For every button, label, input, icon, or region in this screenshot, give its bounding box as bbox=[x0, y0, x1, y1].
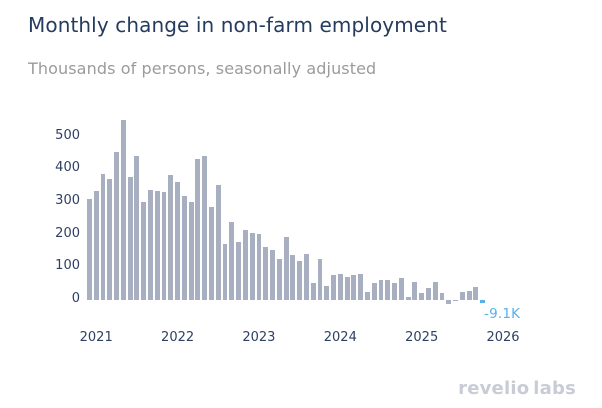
bar-2022-12[interactable] bbox=[249, 232, 255, 300]
bar-2022-04[interactable] bbox=[195, 159, 201, 300]
x-axis-tick-2026: 2026 bbox=[486, 330, 520, 345]
bar-2025-03[interactable] bbox=[432, 281, 438, 300]
bar-2025-08[interactable] bbox=[466, 290, 472, 300]
bar-2025-07[interactable] bbox=[459, 291, 465, 300]
bar-2021-09[interactable] bbox=[148, 189, 153, 300]
bar-2022-07[interactable] bbox=[215, 184, 221, 300]
bar-2021-03[interactable] bbox=[107, 179, 113, 300]
bar-2024-03[interactable] bbox=[351, 274, 357, 300]
x-axis-tick-2021: 2021 bbox=[79, 330, 113, 345]
chart-subtitle: Thousands of persons, seasonally adjuste… bbox=[28, 59, 377, 78]
bar-2024-01[interactable] bbox=[337, 273, 343, 300]
bar-2023-06[interactable] bbox=[290, 255, 296, 300]
last-bar-value-annotation: -9.1K bbox=[484, 306, 521, 322]
bar-2023-08[interactable] bbox=[303, 254, 309, 300]
bar-2024-10[interactable] bbox=[398, 277, 404, 300]
x-axis-tick-2023: 2023 bbox=[242, 330, 276, 345]
bar-2020-12[interactable] bbox=[87, 198, 92, 300]
bar-2022-06[interactable] bbox=[209, 207, 214, 300]
bar-2025-10[interactable] bbox=[480, 300, 486, 303]
y-axis-tick-400: 400 bbox=[55, 160, 80, 176]
bar-2021-11[interactable] bbox=[161, 192, 167, 300]
bar-2022-01[interactable] bbox=[175, 181, 181, 300]
bar-2022-05[interactable] bbox=[202, 156, 208, 300]
y-axis-tick-200: 200 bbox=[55, 225, 80, 241]
bar-2021-08[interactable] bbox=[141, 201, 147, 300]
bar-2024-08[interactable] bbox=[385, 280, 391, 300]
logo-word-revelio: revelio bbox=[458, 378, 530, 399]
bar-2023-09[interactable] bbox=[310, 283, 316, 300]
revelio-labs-logo: revelio labs bbox=[458, 378, 576, 399]
bar-2023-02[interactable] bbox=[263, 247, 269, 300]
bar-2023-05[interactable] bbox=[283, 237, 289, 300]
y-axis-tick-300: 300 bbox=[55, 192, 80, 208]
bar-2022-09[interactable] bbox=[229, 221, 235, 300]
bar-2023-03[interactable] bbox=[270, 249, 275, 300]
y-axis-tick-100: 100 bbox=[55, 258, 80, 274]
bar-2024-07[interactable] bbox=[378, 280, 384, 300]
bar-2025-02[interactable] bbox=[426, 288, 431, 300]
bar-2021-06[interactable] bbox=[127, 177, 133, 300]
y-axis-tick-0: 0 bbox=[71, 291, 80, 306]
bar-2025-09[interactable] bbox=[473, 286, 479, 300]
bar-2023-04[interactable] bbox=[276, 258, 282, 300]
bar-2021-05[interactable] bbox=[120, 120, 126, 300]
bar-2024-12[interactable] bbox=[412, 281, 418, 300]
bar-2024-11[interactable] bbox=[405, 297, 411, 300]
bar-2022-02[interactable] bbox=[181, 196, 187, 300]
y-axis-tick-500: 500 bbox=[55, 127, 80, 143]
bar-2022-10[interactable] bbox=[236, 241, 242, 300]
bar-2023-10[interactable] bbox=[317, 259, 323, 300]
bar-2023-12[interactable] bbox=[331, 275, 336, 300]
bar-2025-06[interactable] bbox=[453, 300, 458, 301]
bar-2024-04[interactable] bbox=[358, 274, 364, 300]
bar-2021-04[interactable] bbox=[114, 151, 119, 300]
x-axis-tick-2022: 2022 bbox=[161, 330, 195, 345]
bar-2023-01[interactable] bbox=[256, 233, 262, 300]
bar-2025-05[interactable] bbox=[446, 300, 452, 304]
bar-2023-07[interactable] bbox=[297, 260, 303, 300]
bar-2022-08[interactable] bbox=[222, 243, 228, 300]
logo-word-labs: labs bbox=[533, 378, 576, 399]
bar-2021-12[interactable] bbox=[168, 175, 174, 300]
bar-2025-01[interactable] bbox=[419, 292, 425, 300]
bar-2021-01[interactable] bbox=[93, 190, 99, 300]
chart-title: Monthly change in non-farm employment bbox=[28, 13, 447, 37]
x-axis-tick-2025: 2025 bbox=[405, 330, 439, 345]
bar-2024-02[interactable] bbox=[344, 276, 350, 300]
bar-2025-04[interactable] bbox=[439, 293, 445, 300]
bar-2024-05[interactable] bbox=[364, 291, 370, 300]
bar-2022-03[interactable] bbox=[188, 201, 194, 300]
bar-2024-09[interactable] bbox=[392, 283, 397, 300]
bar-2023-11[interactable] bbox=[324, 285, 330, 300]
bar-2024-06[interactable] bbox=[371, 283, 377, 300]
bar-2021-10[interactable] bbox=[154, 191, 160, 300]
x-axis-tick-2024: 2024 bbox=[323, 330, 357, 345]
bar-2021-02[interactable] bbox=[100, 174, 106, 300]
bar-2022-11[interactable] bbox=[242, 230, 248, 300]
bar-2021-07[interactable] bbox=[134, 156, 140, 300]
